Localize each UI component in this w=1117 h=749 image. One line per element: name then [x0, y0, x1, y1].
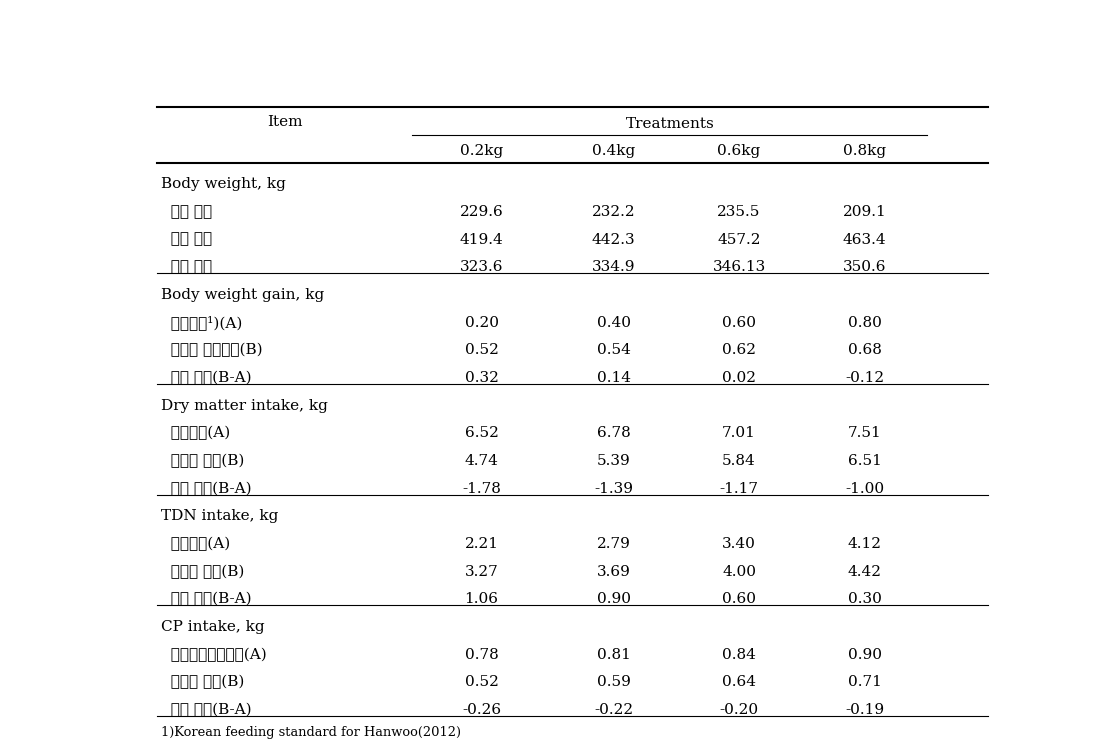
Text: 2.21: 2.21	[465, 537, 498, 551]
Text: Dry matter intake, kg: Dry matter intake, kg	[161, 398, 328, 413]
Text: 3.69: 3.69	[596, 565, 630, 579]
Text: 2.79: 2.79	[596, 537, 630, 551]
Text: 0.02: 0.02	[722, 371, 756, 385]
Text: 0.64: 0.64	[722, 676, 756, 689]
Text: -1.17: -1.17	[719, 482, 758, 496]
Text: 0.60: 0.60	[722, 592, 756, 607]
Text: 334.9: 334.9	[592, 260, 636, 274]
Text: 사양표준(A): 사양표준(A)	[161, 537, 230, 551]
Text: 4.74: 4.74	[465, 454, 498, 468]
Text: TDN intake, kg: TDN intake, kg	[161, 509, 278, 524]
Text: 3.27: 3.27	[465, 565, 498, 579]
Text: 0.32: 0.32	[465, 371, 498, 385]
Text: 0.14: 0.14	[596, 371, 631, 385]
Text: 3.40: 3.40	[723, 537, 756, 551]
Text: 사양표준(A): 사양표준(A)	[161, 426, 230, 440]
Text: 결과 비교(B-A): 결과 비교(B-A)	[161, 482, 252, 496]
Text: 0.52: 0.52	[465, 343, 498, 357]
Text: 229.6: 229.6	[460, 204, 504, 219]
Text: 0.68: 0.68	[848, 343, 881, 357]
Text: -1.39: -1.39	[594, 482, 633, 496]
Text: 0.60: 0.60	[722, 315, 756, 330]
Text: Body weight gain, kg: Body weight gain, kg	[161, 288, 325, 302]
Text: 0.90: 0.90	[596, 592, 631, 607]
Text: 5.84: 5.84	[723, 454, 756, 468]
Text: 7.51: 7.51	[848, 426, 881, 440]
Text: 결과 비교(B-A): 결과 비교(B-A)	[161, 703, 252, 718]
Text: -0.20: -0.20	[719, 703, 758, 717]
Text: 346.13: 346.13	[713, 260, 766, 274]
Text: 0.4kg: 0.4kg	[592, 144, 636, 158]
Text: 0.59: 0.59	[596, 676, 630, 689]
Text: 본시험 결과평균(B): 본시험 결과평균(B)	[161, 343, 262, 357]
Text: 0.84: 0.84	[723, 648, 756, 662]
Text: 463.4: 463.4	[843, 232, 887, 246]
Text: 457.2: 457.2	[717, 232, 761, 246]
Text: 232.2: 232.2	[592, 204, 636, 219]
Text: 0.78: 0.78	[465, 648, 498, 662]
Text: 1.06: 1.06	[465, 592, 498, 607]
Text: 0.71: 0.71	[848, 676, 881, 689]
Text: 시작 체중: 시작 체중	[161, 204, 212, 219]
Text: 235.5: 235.5	[717, 204, 761, 219]
Text: 350.6: 350.6	[843, 260, 887, 274]
Text: 0.8kg: 0.8kg	[843, 144, 886, 158]
Text: 0.30: 0.30	[848, 592, 881, 607]
Text: -0.26: -0.26	[462, 703, 502, 717]
Text: -1.78: -1.78	[462, 482, 502, 496]
Text: 209.1: 209.1	[842, 204, 887, 219]
Text: 6.78: 6.78	[596, 426, 630, 440]
Text: 323.6: 323.6	[460, 260, 504, 274]
Text: 419.4: 419.4	[460, 232, 504, 246]
Text: CP intake, kg: CP intake, kg	[161, 620, 265, 634]
Text: 결과 비교(B-A): 결과 비교(B-A)	[161, 592, 252, 607]
Text: 6.52: 6.52	[465, 426, 498, 440]
Text: 본시험 결과(B): 본시험 결과(B)	[161, 454, 245, 468]
Text: 본시험 결과(B): 본시험 결과(B)	[161, 676, 245, 690]
Text: 종료 체중: 종료 체중	[161, 232, 212, 246]
Text: 0.62: 0.62	[722, 343, 756, 357]
Text: 6.51: 6.51	[848, 454, 881, 468]
Text: 0.6kg: 0.6kg	[717, 144, 761, 158]
Text: 암소사양표준기준(A): 암소사양표준기준(A)	[161, 648, 267, 662]
Text: -0.22: -0.22	[594, 703, 633, 717]
Text: 평균 체중: 평균 체중	[161, 260, 212, 274]
Text: -0.12: -0.12	[846, 371, 885, 385]
Text: 5.39: 5.39	[596, 454, 630, 468]
Text: 사양표준¹)(A): 사양표준¹)(A)	[161, 315, 242, 330]
Text: 4.12: 4.12	[848, 537, 881, 551]
Text: 결과 비교(B-A): 결과 비교(B-A)	[161, 371, 252, 385]
Text: 4.42: 4.42	[848, 565, 881, 579]
Text: 0.2kg: 0.2kg	[460, 144, 503, 158]
Text: 0.90: 0.90	[848, 648, 881, 662]
Text: 0.52: 0.52	[465, 676, 498, 689]
Text: 0.81: 0.81	[596, 648, 630, 662]
Text: Body weight, kg: Body weight, kg	[161, 178, 286, 191]
Text: 0.20: 0.20	[465, 315, 498, 330]
Text: 본시험 결과(B): 본시험 결과(B)	[161, 565, 245, 579]
Text: Item: Item	[267, 115, 303, 130]
Text: 442.3: 442.3	[592, 232, 636, 246]
Text: -0.19: -0.19	[846, 703, 885, 717]
Text: 4.00: 4.00	[722, 565, 756, 579]
Text: 0.54: 0.54	[596, 343, 630, 357]
Text: 0.80: 0.80	[848, 315, 881, 330]
Text: -1.00: -1.00	[846, 482, 885, 496]
Text: Treatments: Treatments	[626, 117, 714, 131]
Text: 0.40: 0.40	[596, 315, 631, 330]
Text: 1)Korean feeding standard for Hanwoo(2012): 1)Korean feeding standard for Hanwoo(201…	[161, 726, 461, 739]
Text: 7.01: 7.01	[723, 426, 756, 440]
